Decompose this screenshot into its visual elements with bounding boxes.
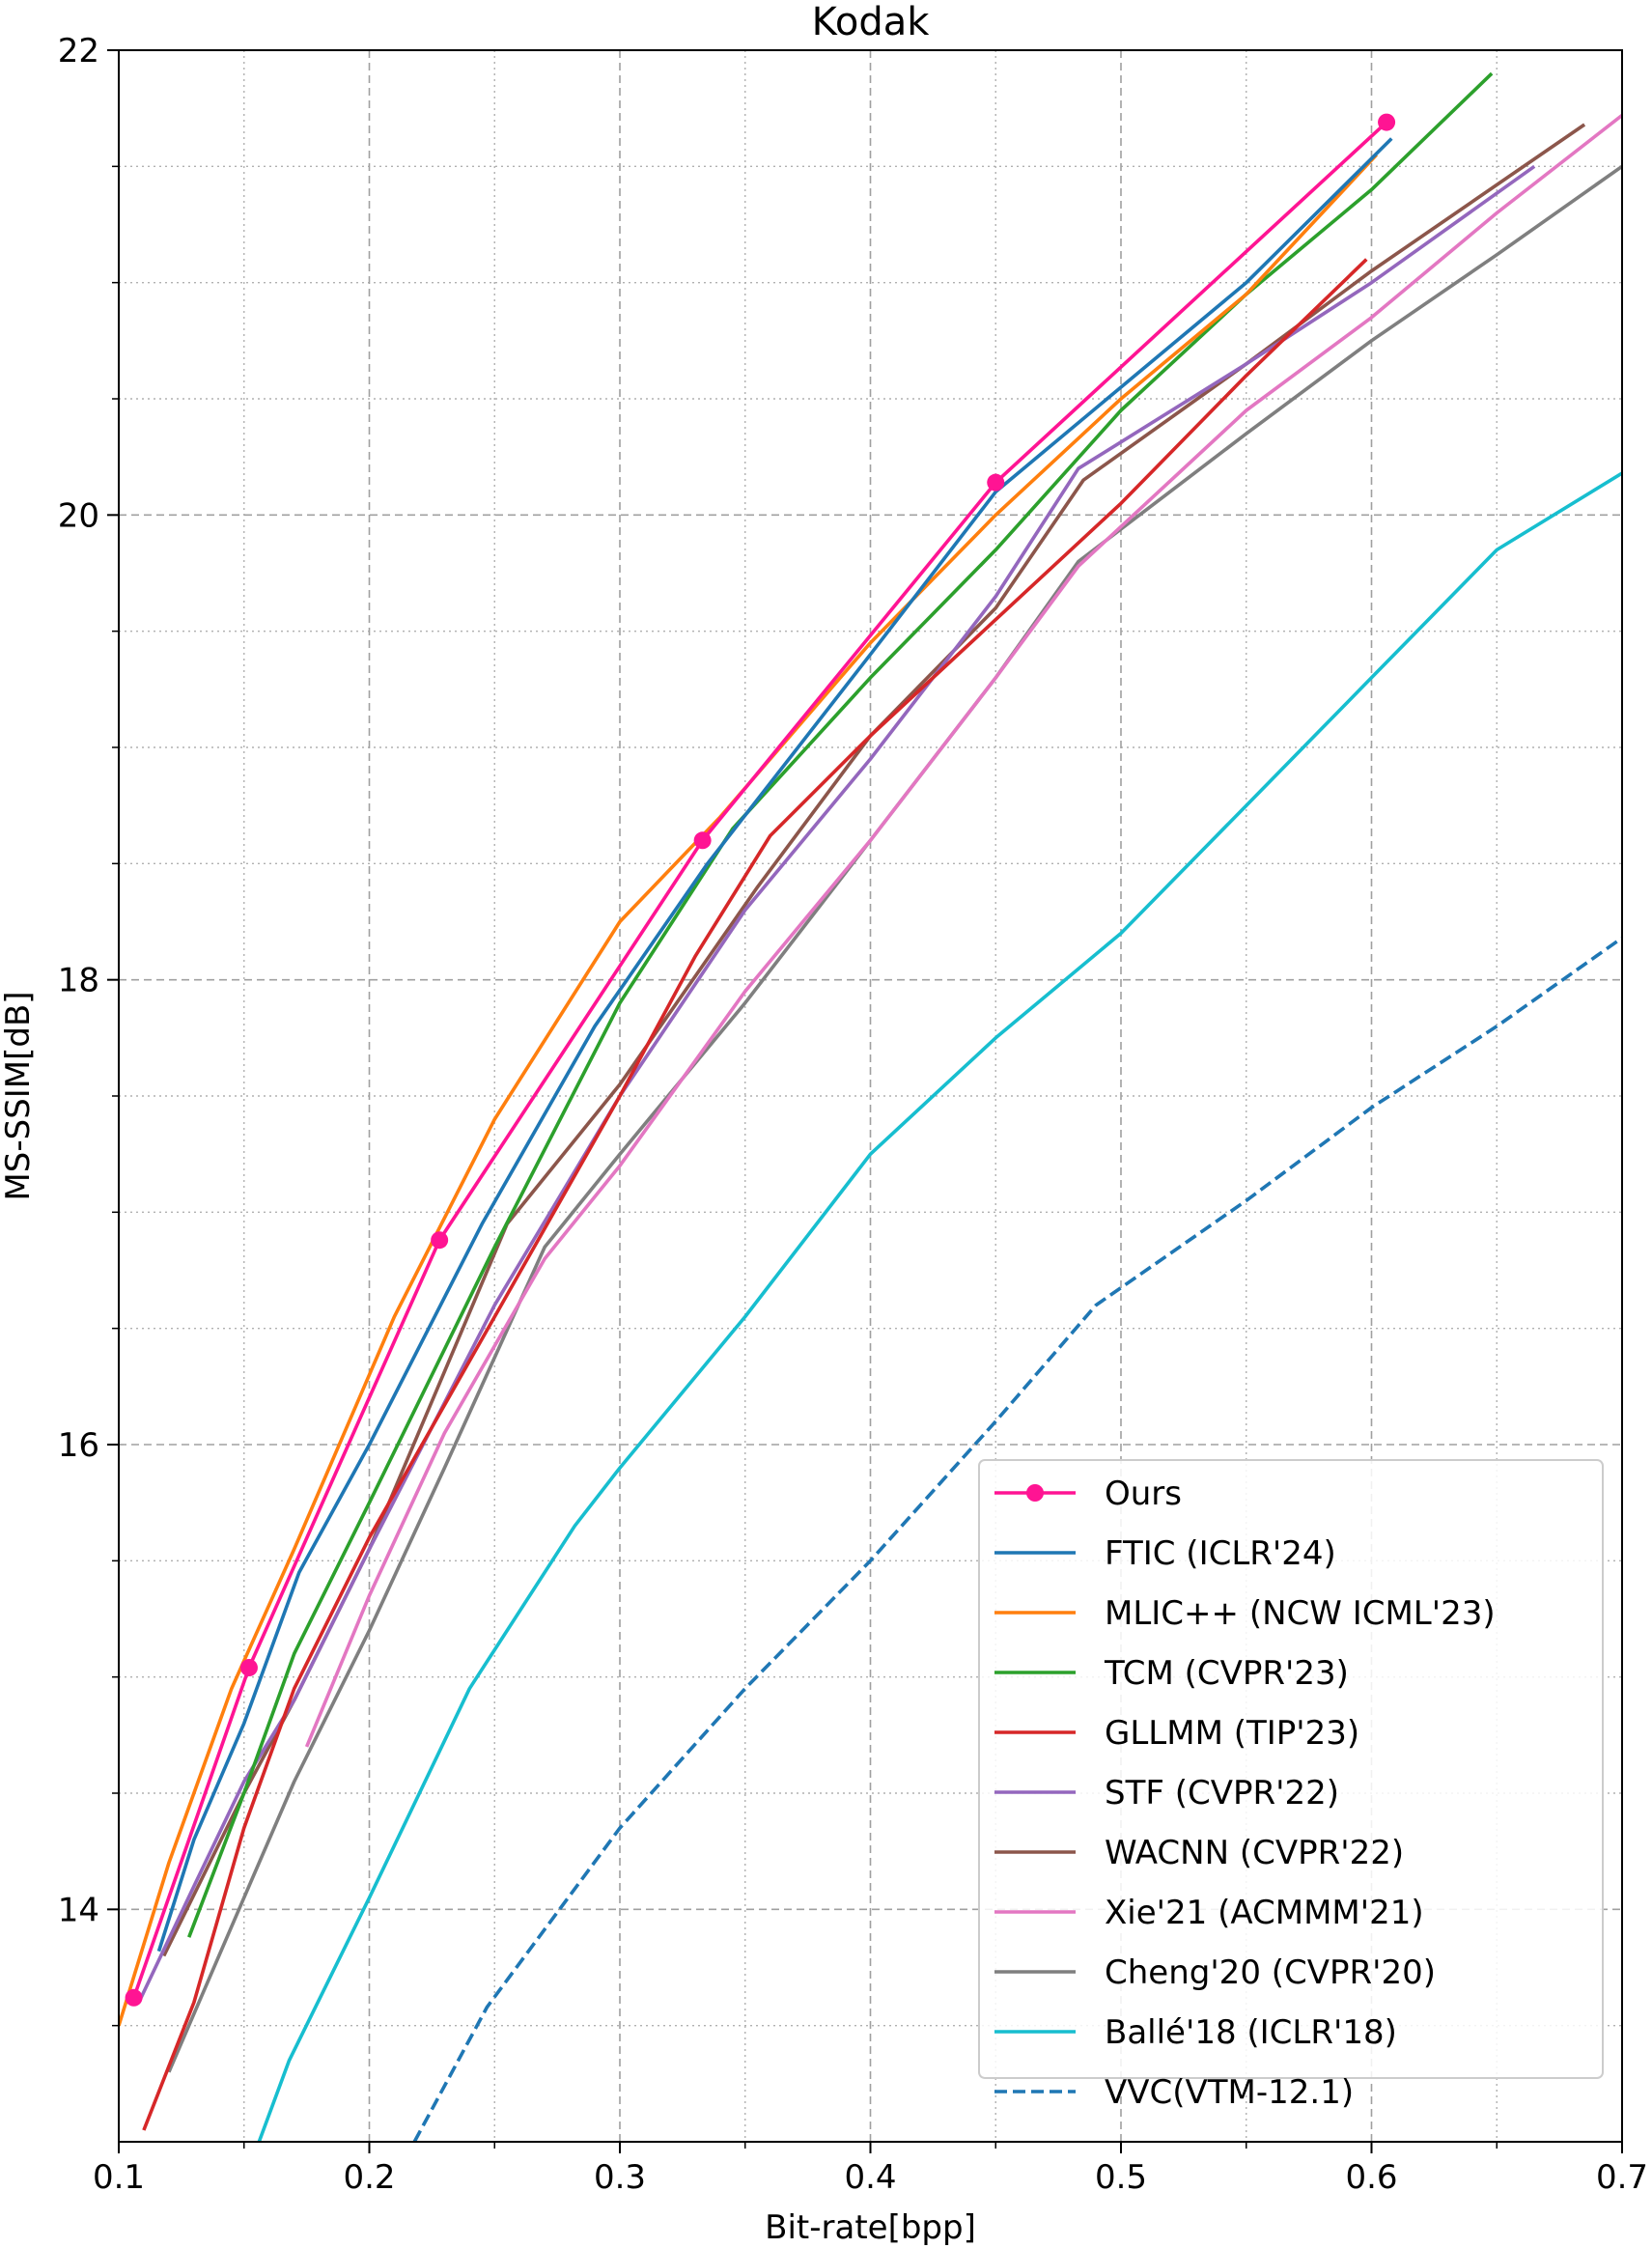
series-line-vvc-vtm-12-1 [412,936,1622,2142]
series-line-ours [131,121,1388,1999]
y-tick-label: 18 [58,962,99,1000]
y-tick-label: 14 [58,1891,99,1929]
series-line-gllmm-tip-23 [142,258,1368,2131]
axis-ticks: 0.1 0.2 0.3 0.4 0.5 0.6 0.7 14 16 18 20 22 [58,32,1648,2197]
legend: Ours FTIC (ICLR'24) MLIC++ (NCW ICML'23) TC… [978,1459,1604,2112]
x-tick-label: 0.3 [594,2158,646,2197]
series-point-ours [431,1231,449,1250]
x-tick-label: 0.2 [343,2158,395,2197]
series-line-mlic-ncw-icml-23 [119,154,1379,2027]
y-tick-label: 20 [58,496,99,535]
series-point-ours [1378,113,1396,131]
series-point-ours [125,1988,143,2007]
plot-lines [119,71,1622,2142]
series-line-ball-18-iclr-18 [257,471,1622,2142]
series-line-ftic-iclr-24 [156,137,1393,1953]
x-tick-label: 0.5 [1095,2158,1147,2197]
legend-label-ftic-iclr-24: FTIC (ICLR'24) [1105,1534,1336,1573]
x-tick-label: 0.6 [1345,2158,1397,2197]
x-axis-label: Bit-rate[bpp] [765,2208,976,2247]
legend-label-cheng-20-cvpr-20: Cheng'20 (CVPR'20) [1105,1953,1436,1992]
legend-label-gllmm-tip-23: GLLMM (TIP'23) [1105,1714,1359,1753]
chart-title: Kodak [812,0,931,44]
legend-label-ours: Ours [1105,1475,1182,1513]
legend-marker-ours [1026,1484,1044,1502]
legend-label-vvc-vtm-12-1: VVC(VTM-12.1) [1105,2073,1354,2112]
y-tick-label: 16 [58,1426,99,1465]
x-tick-label: 0.4 [844,2158,896,2197]
legend-label-wacnn-cvpr-22: WACNN (CVPR'22) [1105,1834,1404,1872]
x-tick-label: 0.7 [1596,2158,1648,2197]
y-axis-label: MS-SSIM[dB] [0,991,38,1200]
legend-label-mlic-ncw-icml-23: MLIC++ (NCW ICML'23) [1105,1594,1496,1633]
series-point-ours [239,1659,258,1677]
y-tick-label: 22 [58,32,99,70]
legend-label-stf-cvpr-22: STF (CVPR'22) [1105,1774,1339,1812]
series-line-xie-21-acmmm-21 [304,113,1622,1748]
legend-label-xie-21-acmmm-21: Xie'21 (ACMMM'21) [1105,1894,1424,1932]
series-point-ours [987,473,1005,492]
legend-box [978,1459,1604,2079]
legend-label-ball-18-iclr-18: Ballé'18 (ICLR'18) [1105,2013,1397,2052]
series-point-ours [693,831,712,850]
series-line-cheng-20-cvpr-20 [167,164,1622,2073]
x-tick-label: 0.1 [93,2158,145,2197]
legend-label-tcm-cvpr-23: TCM (CVPR'23) [1104,1654,1349,1693]
